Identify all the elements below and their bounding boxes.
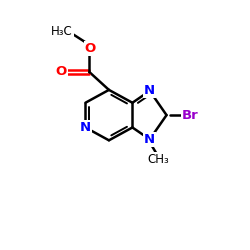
Text: N: N (144, 133, 155, 146)
Text: O: O (85, 42, 96, 55)
Text: H₃C: H₃C (51, 24, 73, 38)
Text: O: O (56, 65, 67, 78)
Text: Br: Br (182, 108, 199, 122)
Text: CH₃: CH₃ (148, 153, 169, 166)
Text: N: N (80, 121, 91, 134)
Text: N: N (144, 84, 155, 98)
